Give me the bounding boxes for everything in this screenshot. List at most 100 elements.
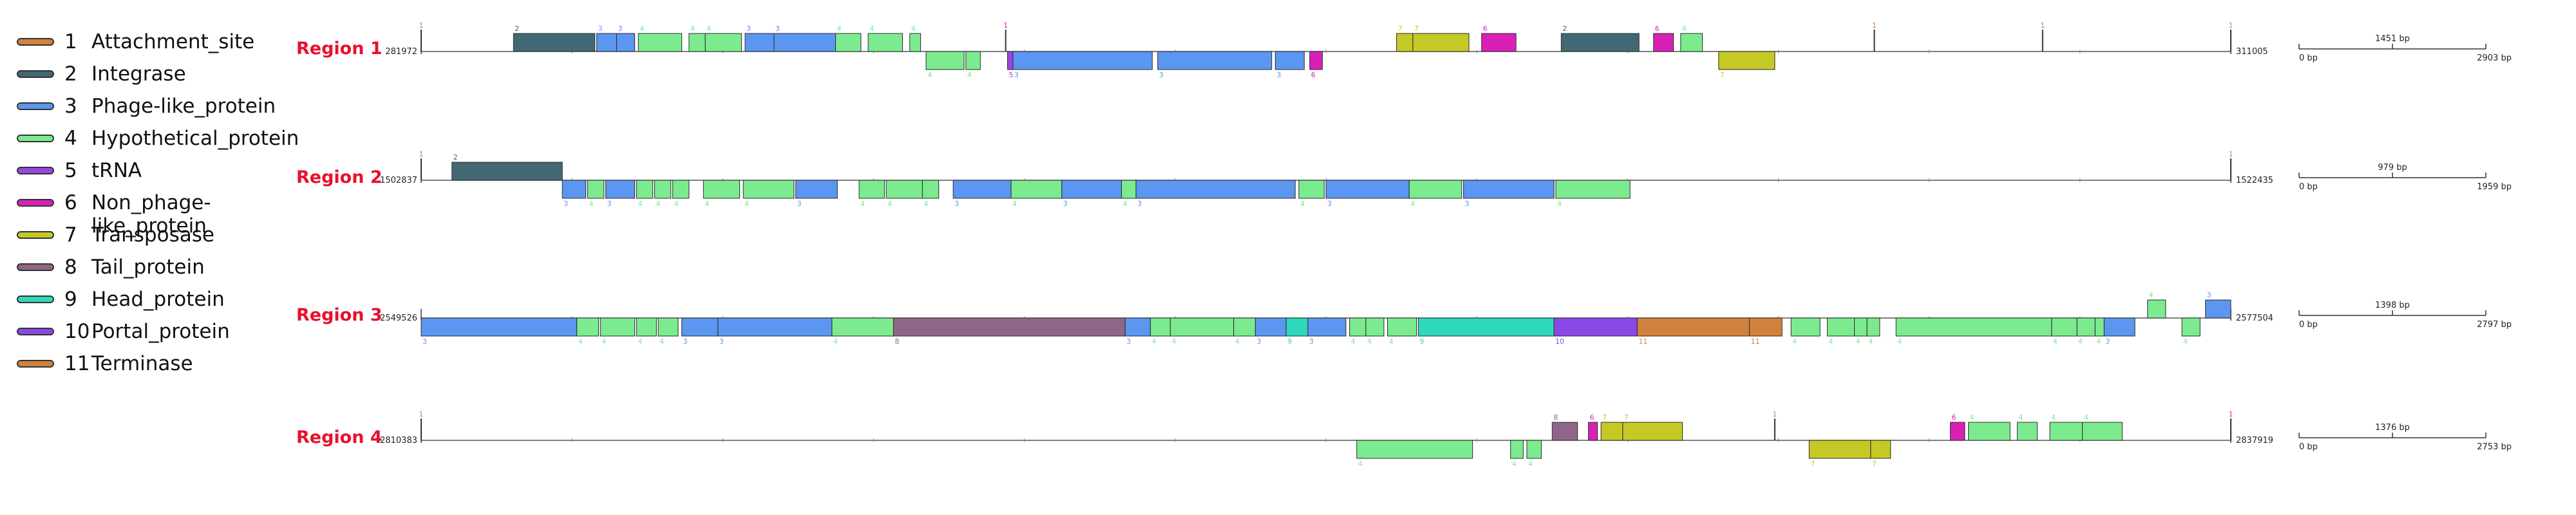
legend-number: 2 [64,62,77,86]
region-title: Region 3 [296,305,383,325]
gene-block [688,33,706,52]
legend-swatch [17,70,54,78]
gene-label: 3 [746,24,751,33]
gene-label: 10 [1555,337,1564,346]
gene-block [2205,299,2231,319]
gene-label: 3 [422,337,427,346]
gene-block [1135,180,1296,199]
gene-block [1365,317,1385,337]
gene-label: 3 [1309,337,1314,346]
gene-label: 4 [1856,337,1861,346]
gene-block [600,317,636,337]
gene-block [1309,51,1323,70]
legend-item: 2 Integrase [15,61,305,89]
legend-label: Integrase [91,62,186,86]
gene-block [513,33,596,52]
gene-label: 4 [656,200,660,208]
gene-label: 9 [1287,337,1292,346]
gene-label: 7 [1398,24,1403,33]
legend-swatch [17,167,54,174]
gene-block [605,180,636,199]
gene-label: 4 [869,24,874,33]
gene-block [1274,51,1305,70]
gene-block [893,317,1126,337]
end-coordinate: 311005 [2236,47,2268,57]
gene-block [636,317,657,337]
gene-block [1233,317,1256,337]
gene-block [1124,317,1151,337]
gene-block [1551,422,1578,441]
marker-label: 1 [419,410,424,418]
gene-block [743,180,795,199]
legend: 1 Attachment_site 2 Integrase 3 Phage-like_pr… [15,28,305,389]
scale-bar-min: 0 bp [2299,182,2318,192]
gene-label: 4 [833,337,838,346]
scale-bar-min: 0 bp [2299,53,2318,63]
gene-label: 3 [1159,71,1164,79]
legend-label: Non_phage-like_protein [91,191,211,238]
gene-label: 4 [2051,413,2056,422]
end-coordinate: 1522435 [2236,176,2273,185]
gene-label: 4 [1828,337,1833,346]
gene-block [867,33,903,52]
legend-label: Tail_protein [91,256,205,279]
marker-label: 1 [419,21,424,30]
gene-block [658,317,679,337]
gene-label: 4 [578,337,583,346]
legend-swatch [17,199,54,207]
gene-label: 2 [453,153,458,162]
gene-block [1408,180,1463,199]
legend-number: 3 [64,95,77,118]
gene-block [831,317,894,337]
gene-block [1622,422,1683,441]
gene-block [922,180,940,199]
legend-item: 5 tRNA [15,157,305,185]
gene-label: 4 [1897,337,1902,346]
legend-item: 1 Attachment_site [15,28,305,57]
gene-label: 3 [775,24,780,33]
gene-label: 4 [911,24,916,33]
gene-label: 4 [2078,337,2083,346]
gene-label: 4 [1300,200,1305,208]
gene-label: 3 [683,337,688,346]
gene-block [1560,33,1640,52]
gene-label: 4 [639,24,644,33]
scale-bar-min: 0 bp [2299,442,2318,452]
gene-block [1510,440,1524,459]
gene-label: 3 [1465,200,1470,208]
gene-label: 4 [1792,337,1797,346]
region-title: Region 4 [296,427,383,447]
gene-block [451,162,563,181]
gene-block [705,33,742,52]
gene-block [1749,317,1783,337]
legend-number: 10 [64,320,90,343]
gene-block [2051,317,2078,337]
legend-item: 7 Transposase [15,221,305,250]
gene-block [1866,317,1880,337]
gene-label: 4 [1358,460,1363,468]
gene-label: 4 [887,200,892,208]
gene-label: 4 [2018,413,2023,422]
gene-block [2094,317,2105,337]
gene-block [421,317,578,337]
gene-label: 4 [967,71,972,79]
gene-label: 4 [706,24,711,33]
gene-label: 6 [1311,71,1316,79]
gene-label: 3 [607,200,612,208]
gene-label: 6 [1589,413,1594,422]
gene-label: 3 [1063,200,1068,208]
gene-block [681,317,719,337]
gene-label: 4 [2053,337,2058,346]
gene-label: 4 [1682,24,1687,33]
gene-block [1854,317,1868,337]
gene-block [1600,422,1624,441]
legend-label: Terminase [91,352,193,375]
gene-label: 9 [1419,337,1424,346]
legend-swatch [17,135,54,142]
gene-label: 4 [1410,200,1415,208]
gene-label: 4 [1012,200,1017,208]
gene-block [1012,51,1153,70]
gene-block [2016,422,2038,441]
legend-label: tRNA [91,159,142,182]
